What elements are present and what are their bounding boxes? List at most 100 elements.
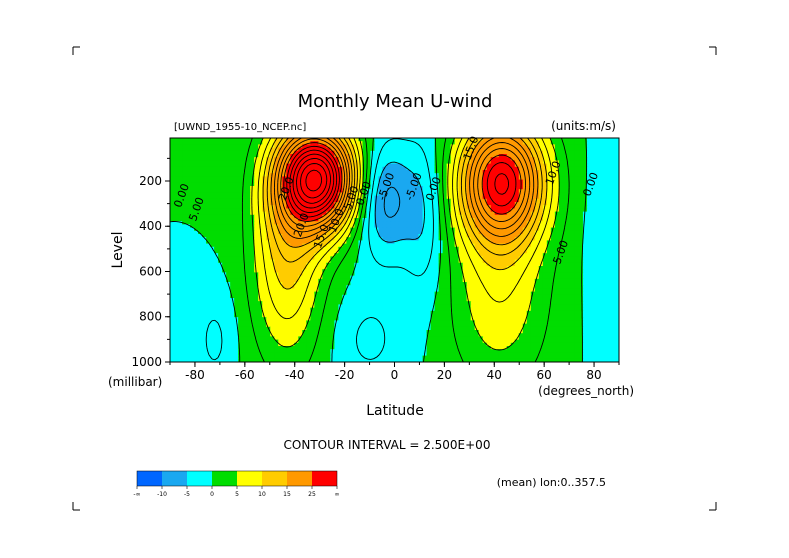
field-cell <box>550 202 556 206</box>
field-cell <box>506 269 512 273</box>
field-cell <box>598 240 604 245</box>
field-cell <box>454 250 460 254</box>
field-cell <box>542 214 548 219</box>
field-cell <box>406 266 412 270</box>
field-cell <box>294 224 299 229</box>
field-cell <box>606 250 612 254</box>
field-cell <box>226 237 231 241</box>
field-cell <box>442 230 448 235</box>
field-cell <box>454 198 460 203</box>
field-cell <box>418 173 424 177</box>
field-cell <box>546 221 552 225</box>
field-cell <box>542 240 548 245</box>
field-cell <box>554 186 560 190</box>
field-cell <box>214 218 219 222</box>
field-cell <box>278 243 283 248</box>
field-cell <box>354 230 360 235</box>
field-cell <box>458 150 464 155</box>
field-cell <box>466 186 472 190</box>
field-cell <box>446 214 452 219</box>
field-cell <box>370 278 376 283</box>
field-cell <box>234 262 239 267</box>
field-cell <box>350 150 356 155</box>
field-cell <box>202 173 207 177</box>
field-cell <box>334 256 339 261</box>
field-cell <box>358 189 364 193</box>
field-cell <box>574 234 580 238</box>
field-cell <box>210 237 215 241</box>
field-cell <box>234 154 239 158</box>
field-cell <box>190 224 195 229</box>
field-cell <box>554 138 560 142</box>
field-cell <box>178 198 183 203</box>
field-cell <box>306 147 311 152</box>
field-cell <box>554 214 560 219</box>
field-cell <box>362 237 368 241</box>
field-cell <box>322 227 327 232</box>
field-cell <box>402 202 408 206</box>
field-cell <box>386 250 392 254</box>
field-cell <box>194 147 199 152</box>
field-cell <box>282 218 287 222</box>
field-cell <box>478 198 484 203</box>
field-cell <box>538 160 544 165</box>
field-cell <box>350 189 356 193</box>
field-cell <box>450 150 456 155</box>
field-cell <box>594 214 600 219</box>
field-cell <box>430 275 436 280</box>
field-cell <box>322 192 327 197</box>
field-cell <box>566 259 572 264</box>
field-cell <box>170 182 175 187</box>
field-cell <box>358 144 364 149</box>
field-cell <box>330 262 335 267</box>
field-cell <box>478 246 484 251</box>
field-cell <box>402 250 408 254</box>
field-cell <box>254 160 259 165</box>
field-cell <box>574 250 580 254</box>
field-cell <box>322 230 327 235</box>
field-cell <box>462 221 468 225</box>
field-cell <box>598 272 604 277</box>
field-cell <box>586 205 592 209</box>
field-cell <box>562 157 568 161</box>
field-cell <box>178 205 183 209</box>
field-cell <box>426 202 432 206</box>
field-cell <box>470 189 476 193</box>
field-cell <box>578 275 584 280</box>
field-cell <box>514 189 520 193</box>
field-cell <box>230 240 235 245</box>
field-cell <box>210 186 215 190</box>
field-cell <box>250 144 255 149</box>
field-cell <box>494 205 500 209</box>
field-cell <box>190 179 195 184</box>
field-cell <box>514 144 520 149</box>
field-cell <box>478 214 484 219</box>
field-cell <box>578 227 584 232</box>
field-cell <box>382 256 388 261</box>
field-cell <box>426 253 432 257</box>
field-cell <box>606 144 612 149</box>
field-cell <box>398 234 404 238</box>
field-cell <box>558 144 564 149</box>
field-cell <box>550 138 556 142</box>
field-cell <box>442 150 448 155</box>
field-cell <box>538 256 544 261</box>
field-cell <box>570 195 576 200</box>
field-cell <box>206 176 211 181</box>
field-cell <box>426 160 432 165</box>
field-cell <box>282 234 287 238</box>
field-cell <box>202 179 207 184</box>
field-cell <box>606 205 612 209</box>
field-cell <box>358 138 364 142</box>
field-cell <box>202 195 207 200</box>
field-cell <box>254 179 259 184</box>
field-cell <box>230 186 235 190</box>
field-cell <box>178 230 183 235</box>
field-cell <box>574 186 580 190</box>
field-cell <box>498 214 504 219</box>
field-cell <box>430 198 436 203</box>
field-cell <box>490 189 496 193</box>
field-cell <box>518 208 524 213</box>
field-cell <box>446 170 452 174</box>
field-cell <box>422 163 428 168</box>
